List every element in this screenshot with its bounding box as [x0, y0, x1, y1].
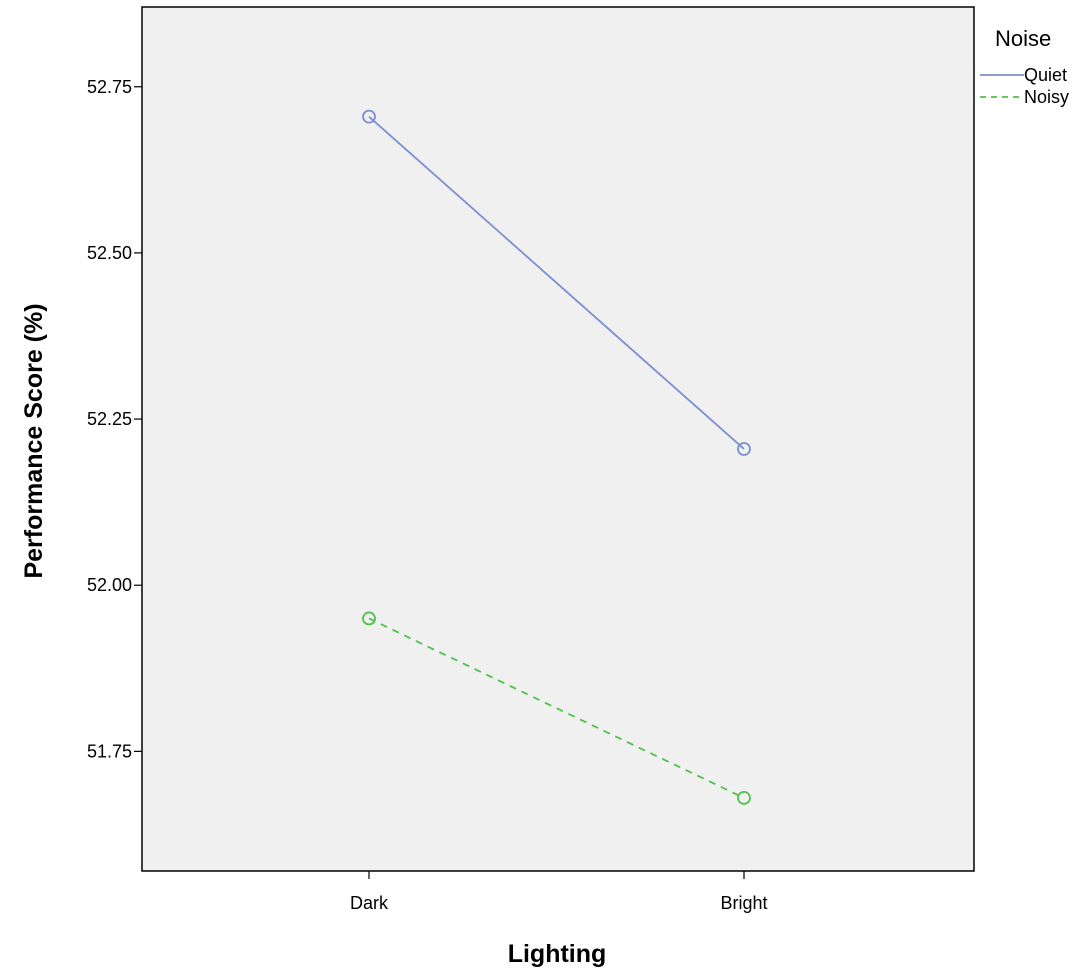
y-tick-label: 52.75 [87, 77, 132, 97]
data-point-quiet-dark [362, 109, 376, 124]
legend-label-quiet: Quiet [1024, 65, 1067, 85]
data-point-noisy-bright [737, 790, 751, 805]
plot-background [141, 6, 975, 872]
y-tick-label: 52.00 [87, 575, 132, 595]
legend-label-noisy: Noisy [1024, 87, 1069, 107]
series-line-quiet [368, 115, 745, 450]
series-line-noisy [368, 617, 745, 799]
y-tick-label: 52.25 [87, 409, 132, 429]
x-tick-label: Bright [720, 893, 767, 913]
y-tick-label: 51.75 [87, 741, 132, 761]
series-layer [362, 109, 751, 805]
legend-title: Noise [995, 26, 1051, 51]
y-axis: 51.75 52.00 52.25 52.50 52.75 [87, 77, 142, 761]
y-axis-title: Performance Score (%) [20, 303, 48, 578]
x-axis-title: Lighting [508, 940, 607, 968]
data-point-quiet-bright [737, 442, 751, 456]
x-axis: Dark Bright [350, 871, 768, 913]
data-point-noisy-dark [362, 611, 376, 626]
x-tick-label: Dark [350, 893, 389, 913]
y-tick-label: 52.50 [87, 243, 132, 263]
